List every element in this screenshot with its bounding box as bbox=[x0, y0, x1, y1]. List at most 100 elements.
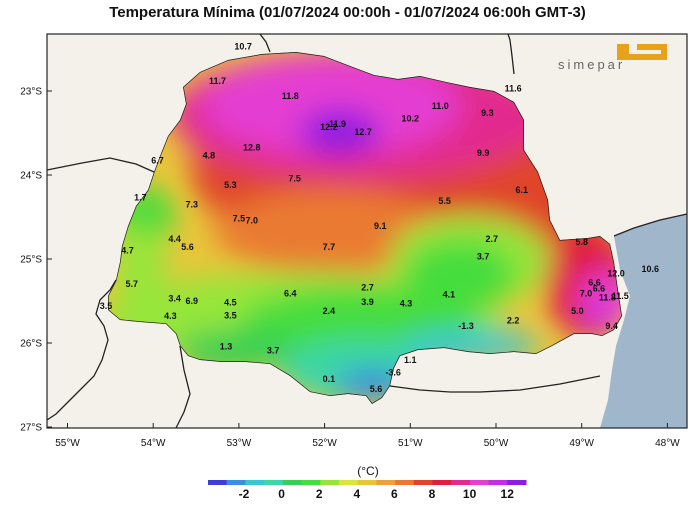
lon-tick-label: 50°W bbox=[484, 438, 509, 449]
colorbar-bin bbox=[469, 480, 490, 485]
colorbar-bin bbox=[264, 480, 284, 485]
station-value: 3.5 bbox=[224, 310, 237, 320]
station-value: 9.4 bbox=[605, 321, 618, 331]
station-value: 4.7 bbox=[121, 246, 134, 256]
lon-tick-label: 49°W bbox=[569, 438, 594, 449]
colorbar-labels: -2 0 2 4 6 8 10 12 bbox=[239, 487, 515, 501]
station-value: 3.9 bbox=[361, 297, 374, 307]
colorbar-bin bbox=[282, 480, 303, 485]
station-value: 2.2 bbox=[507, 315, 520, 325]
station-value: 4.3 bbox=[164, 311, 177, 321]
station-value: 4.3 bbox=[400, 299, 413, 309]
station-value: 7.7 bbox=[323, 242, 336, 252]
station-value: 6.4 bbox=[284, 288, 297, 298]
longitude-axis: 55°W 54°W 53°W 52°W 51°W 50°W 49°W 48°W bbox=[55, 423, 680, 449]
simepar-logo: simepar bbox=[558, 44, 667, 72]
colorbar-bin bbox=[338, 480, 359, 485]
station-value: 7.3 bbox=[186, 199, 199, 209]
lat-tick-label: 25°S bbox=[20, 255, 42, 266]
station-value: 7.5 bbox=[233, 214, 246, 224]
colorbar-bin bbox=[395, 480, 415, 485]
map-title: Temperatura Mínima (01/07/2024 00:00h - … bbox=[109, 4, 586, 21]
lat-tick-label: 23°S bbox=[20, 87, 42, 98]
station-value: 5.7 bbox=[126, 279, 139, 289]
station-value: 5.8 bbox=[575, 237, 588, 247]
station-value: 11.7 bbox=[209, 76, 226, 86]
station-value: 3.7 bbox=[477, 251, 490, 261]
colorbar-label: 4 bbox=[353, 487, 360, 501]
country-borders bbox=[46, 33, 688, 429]
colorbar-label: 8 bbox=[429, 487, 436, 501]
station-value: 12.0 bbox=[607, 268, 625, 278]
lat-tick-label: 26°S bbox=[20, 339, 42, 350]
station-value: 2.7 bbox=[361, 283, 374, 293]
station-value: 12.2 bbox=[320, 122, 338, 132]
station-value: 6.7 bbox=[151, 156, 164, 166]
station-value: 12.7 bbox=[354, 127, 372, 137]
lon-tick-label: 52°W bbox=[312, 438, 337, 449]
station-value: 6.9 bbox=[186, 296, 199, 306]
colorbar-unit: (°C) bbox=[357, 464, 378, 478]
station-value: 7.5 bbox=[288, 173, 301, 183]
station-value: 5.6 bbox=[370, 384, 383, 394]
station-value: 11.8 bbox=[599, 293, 616, 303]
station-value: 10.6 bbox=[641, 264, 659, 274]
station-value: 5.0 bbox=[571, 306, 584, 316]
colorbar-bin bbox=[245, 480, 265, 485]
colorbar-bin bbox=[413, 480, 433, 485]
station-value: 11.0 bbox=[432, 101, 449, 111]
lon-tick-label: 51°W bbox=[398, 438, 423, 449]
colorbar-label: 6 bbox=[391, 487, 398, 501]
colorbar-bin bbox=[451, 480, 471, 485]
station-value: 1.1 bbox=[404, 355, 417, 365]
simepar-wordmark: simepar bbox=[558, 57, 625, 72]
colorbar-bin bbox=[432, 480, 452, 485]
station-value: 3.7 bbox=[267, 346, 280, 356]
station-value: 11.5 bbox=[612, 291, 629, 301]
station-value: 5.3 bbox=[224, 180, 237, 190]
station-value: 12.8 bbox=[243, 142, 261, 152]
station-value: 9.3 bbox=[481, 108, 494, 118]
map-frame bbox=[46, 33, 688, 429]
colorbar-label: 0 bbox=[278, 487, 285, 501]
colorbar-label: -2 bbox=[239, 487, 250, 501]
station-value: 11.8 bbox=[282, 91, 299, 101]
station-value: 7.0 bbox=[580, 288, 593, 298]
station-value: 5.5 bbox=[438, 196, 451, 206]
colorbar-bin bbox=[507, 480, 527, 485]
colorbar-bin bbox=[357, 480, 377, 485]
station-value: 3.5 bbox=[100, 301, 113, 311]
station-value: 4.8 bbox=[203, 151, 216, 161]
colorbar-bin bbox=[208, 480, 228, 485]
station-value: 6.6 bbox=[588, 278, 601, 288]
station-value: 4.4 bbox=[168, 234, 181, 244]
station-value: 2.4 bbox=[323, 306, 336, 316]
station-value: 6.6 bbox=[593, 283, 606, 293]
station-value: 10.2 bbox=[402, 114, 420, 124]
station-value: 9.1 bbox=[374, 221, 387, 231]
lon-tick-label: 48°W bbox=[655, 438, 680, 449]
colorbar-label: 12 bbox=[501, 487, 515, 501]
colorbar-bin bbox=[320, 480, 340, 485]
colorbar bbox=[208, 480, 527, 485]
colorbar-bin bbox=[488, 480, 508, 485]
station-value: 6.1 bbox=[515, 185, 528, 195]
colorbar-bin bbox=[301, 480, 321, 485]
station-value: 9.9 bbox=[477, 148, 490, 158]
colorbar-bin bbox=[376, 480, 396, 485]
station-value: 11.6 bbox=[505, 83, 522, 93]
station-value: 1.7 bbox=[134, 193, 147, 203]
ocean bbox=[600, 214, 687, 428]
lon-tick-label: 55°W bbox=[55, 438, 80, 449]
station-value: 10.7 bbox=[234, 41, 252, 51]
lat-tick-label: 27°S bbox=[20, 423, 42, 434]
latitude-axis: 23°S 24°S 25°S 26°S 27°S bbox=[20, 87, 52, 434]
station-value: 4.1 bbox=[443, 289, 456, 299]
station-value: -3.6 bbox=[385, 367, 401, 377]
station-value: 4.5 bbox=[224, 298, 237, 308]
station-value: -1.3 bbox=[458, 321, 474, 331]
colorbar-bin bbox=[226, 480, 246, 485]
lon-tick-label: 54°W bbox=[141, 438, 166, 449]
station-value: 11.9 bbox=[329, 119, 346, 129]
